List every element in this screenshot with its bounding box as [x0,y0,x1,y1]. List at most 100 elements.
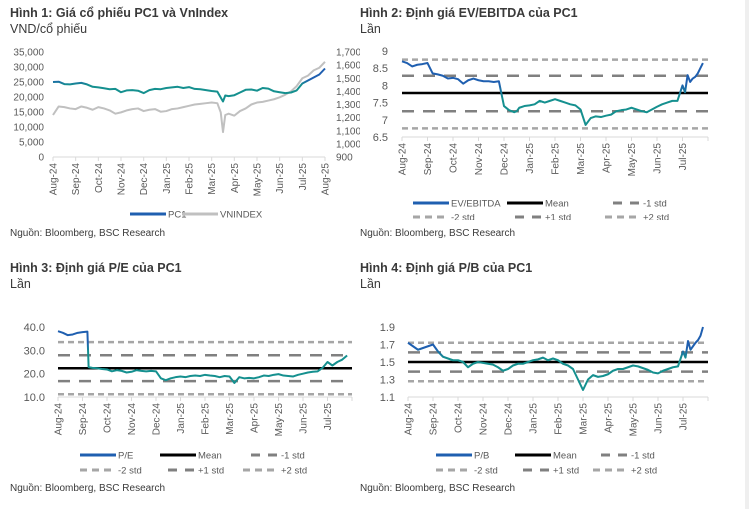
fig1-y-left-tick-label: 15,000 [13,108,44,119]
fig2-x-tick-label: Jul-25 [678,143,689,171]
fig2-y-tick-label: 7 [382,115,388,127]
fig4-x-tick-label: Feb-25 [554,403,565,435]
fig4-y-tick-label: 1.7 [380,340,395,352]
fig1-y-right-tick-label: 1,100 [336,126,360,137]
fig3-legend-plus2std-label: +2 std [281,466,307,477]
fig4-series-line [407,326,704,391]
fig2-x-tick-label: Apr-25 [602,143,613,173]
fig4-legend-plus1std-label: +1 std [553,466,579,477]
fig1-y-left-tick-label: 25,000 [13,78,44,89]
fig2-y-tick-label: 8.5 [373,63,388,75]
fig1-x-tick-label: Jul-25 [298,163,309,191]
fig1-legend-vnindex-label: VNINDEX [220,210,263,221]
fig2-x-tick-label: Aug-24 [398,143,409,176]
fig2-legend-minus2std-label: -2 std [451,213,475,221]
fig3-x-tick-label: Nov-24 [127,403,138,436]
fig1-x-tick-label: Feb-25 [185,163,196,195]
fig1-y-left-tick-label: 5,000 [19,138,44,149]
fig2-source: Nguồn: Bloomberg, BSC Research [360,228,516,239]
fig2-y-tick-label: 9 [382,46,388,58]
fig2-legend-plus1std-label: +1 std [545,213,571,221]
fig1-x-tick-label: Apr-25 [230,163,241,193]
fig2-legend-plus2std-label: +2 std [643,213,669,221]
fig1-y-right-tick-label: 1,000 [336,139,360,150]
fig2-x-tick-label: Mar-25 [576,143,587,175]
fig4-x-tick-label: Jul-25 [679,403,690,431]
fig1-title: Hình 1: Giá cổ phiếu PC1 và VnIndex [10,6,229,20]
fig1-x-tick-label: Aug-24 [49,163,60,196]
fig1-chart: 0 5,000 10,000 15,000 20,000 25,000 30,000 35,0… [13,48,360,221]
fig1-y-left-tick-label: 10,000 [13,123,44,134]
fig2-x-tick-label: Sep-24 [423,143,434,176]
fig1-x-tick-label: Nov-24 [117,163,128,196]
fig3-series-line [57,330,348,384]
fig2-x-tick-label: Jan-25 [525,143,536,174]
fig2-x-tick-label: May-25 [627,143,638,177]
fig2-y-tick-label: 7.5 [373,98,388,110]
fig3-legend-minus2std-label: -2 std [118,466,142,477]
fig4-y-tick-label: 1.5 [380,357,395,369]
fig3-legend-series-label: P/E [118,451,133,462]
fig3-y-tick-label: 10.0 [24,392,45,404]
fig4-legend-series-label: P/B [474,451,489,462]
fig2-subtitle: Lần [360,22,381,36]
fig4-legend-minus2std-label: -2 std [474,466,498,477]
fig1-series-pc1 [52,67,326,103]
fig1-y-left-tick-label: 35,000 [13,48,44,59]
fig4-subtitle: Lần [360,277,381,291]
fig2-x-tick-label: Oct-24 [449,143,460,173]
fig1-y-left-tick-label: 20,000 [13,93,44,104]
fig3-chart: 10.0 20.0 30.0 40.0 Aug-24 Sep-24 Oct-24 Nov-24… [24,322,353,477]
fig4-x-tick-label: Nov-24 [479,403,490,436]
fig4-source: Nguồn: Bloomberg, BSC Research [360,483,516,494]
fig1-x-tick-label: Jun-25 [275,163,286,194]
fig1-y-left-tick-label: 0 [38,153,44,164]
fig2-series-line [401,60,704,126]
fig3-subtitle: Lần [10,277,31,291]
fig1-x-tick-label: Aug-25 [321,163,332,196]
fig1-x-tick-label: Mar-25 [207,163,218,195]
fig3-legend-minus1std-label: -1 std [281,451,305,462]
fig2-legend-minus1std-label: -1 std [643,199,667,210]
vertical-scrollbar[interactable] [745,0,749,509]
fig3-x-tick-label: Jul-25 [323,403,334,431]
fig3-x-tick-label: Feb-25 [201,403,212,435]
fig2-legend-mean-label: Mean [545,199,569,210]
fig3-x-tick-label: Dec-24 [152,403,163,436]
fig1-x-tick-label: Dec-24 [139,163,150,196]
fig4-x-tick-label: Oct-24 [454,403,465,433]
fig4-y-tick-label: 1.1 [380,392,395,404]
fig4-chart: 1.1 1.3 1.5 1.7 1.9 Aug-24 Sep-24 Oct-24 Nov-24 D… [380,322,709,477]
fig3-x-tick-label: Sep-24 [78,403,89,436]
fig2-x-tick-label: Jun-25 [653,143,664,174]
fig1-series-vnindex [52,61,326,134]
fig1-y-right-tick-label: 1,600 [336,61,360,72]
fig1-y-right-tick-label: 1,400 [336,87,360,98]
fig1-subtitle: VND/cổ phiếu [10,22,88,36]
fig3-legend-mean-label: Mean [198,451,222,462]
fig1-x-tick-label: Oct-24 [94,163,105,193]
fig1-source: Nguồn: Bloomberg, BSC Research [10,228,166,239]
fig1-y-right-tick-label: 900 [336,153,353,164]
fig1-y-right-tick-label: 1,300 [336,100,360,111]
fig3-x-tick-label: Jun-25 [299,403,310,434]
fig1-x-tick-label: May-25 [253,163,264,197]
fig2-y-tick-label: 6.5 [373,132,388,144]
fig4-y-tick-label: 1.9 [380,322,395,334]
fig3-x-tick-label: Mar-25 [225,403,236,435]
fig1-y-right-tick-label: 1,700 [336,48,360,59]
fig1-x-tick-label: Sep-24 [71,163,82,196]
fig1-y-right-tick-label: 1,200 [336,113,360,124]
fig1-x-tick-label: Jan-25 [162,163,173,194]
fig3-legend-plus1std-label: +1 std [198,466,224,477]
fig4-x-tick-label: May-25 [629,403,640,437]
fig3-x-tick-label: Aug-24 [54,403,65,436]
fig4-x-tick-label: Jan-25 [529,403,540,434]
fig3-x-tick-label: Apr-25 [250,403,261,433]
fig3-title: Hình 3: Định giá P/E của PC1 [10,261,182,275]
fig4-x-tick-label: Mar-25 [579,403,590,435]
fig4-legend-minus1std-label: -1 std [631,451,655,462]
fig3-source: Nguồn: Bloomberg, BSC Research [10,483,166,494]
fig3-y-tick-label: 20.0 [24,369,45,381]
fig2-y-tick-label: 8 [382,80,388,92]
